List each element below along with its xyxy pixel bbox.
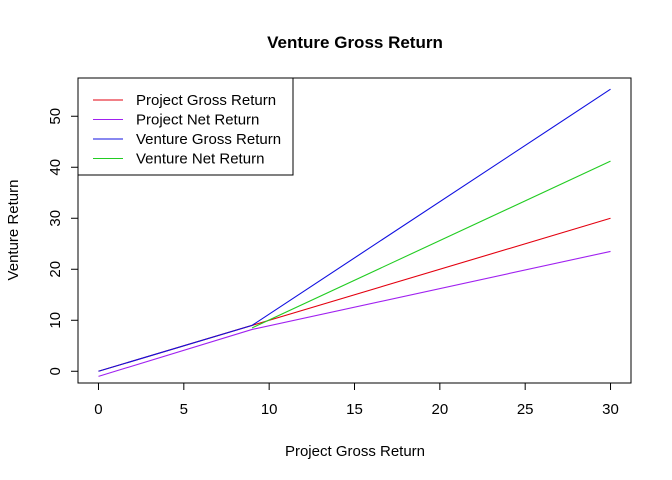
x-tick-label: 0 [94, 401, 102, 418]
y-tick-label: 0 [47, 367, 64, 375]
legend: Project Gross Return Project Net Return Ve… [77, 77, 294, 176]
y-axis: 0 10 20 30 40 50 [47, 108, 79, 375]
y-tick-label: 40 [47, 159, 64, 176]
x-tick-label: 5 [180, 401, 188, 418]
x-axis-label: Project Gross Return [285, 443, 425, 460]
series-line-project-net-return [98, 250, 611, 377]
chart-title: Venture Gross Return [267, 33, 443, 52]
x-tick-label: 20 [431, 401, 448, 418]
legend-label: Venture Net Return [136, 151, 264, 168]
series-lines [98, 88, 611, 377]
y-tick-label: 50 [47, 108, 64, 125]
x-tick-label: 10 [261, 401, 278, 418]
series-line-venture-net-return [251, 160, 611, 329]
y-tick-label: 10 [47, 312, 64, 329]
x-axis: 0 5 10 15 20 25 30 [94, 382, 619, 418]
x-tick-label: 15 [346, 401, 363, 418]
legend-label: Project Net Return [136, 112, 259, 129]
x-tick-label: 30 [602, 401, 619, 418]
legend-label: Project Gross Return [136, 92, 276, 109]
x-tick-label: 25 [517, 401, 534, 418]
y-axis-label: Venture Return [5, 180, 22, 281]
y-tick-label: 30 [47, 210, 64, 227]
legend-label: Venture Gross Return [136, 131, 281, 148]
y-tick-label: 20 [47, 261, 64, 278]
series-line-venture-gross-return [98, 88, 611, 372]
